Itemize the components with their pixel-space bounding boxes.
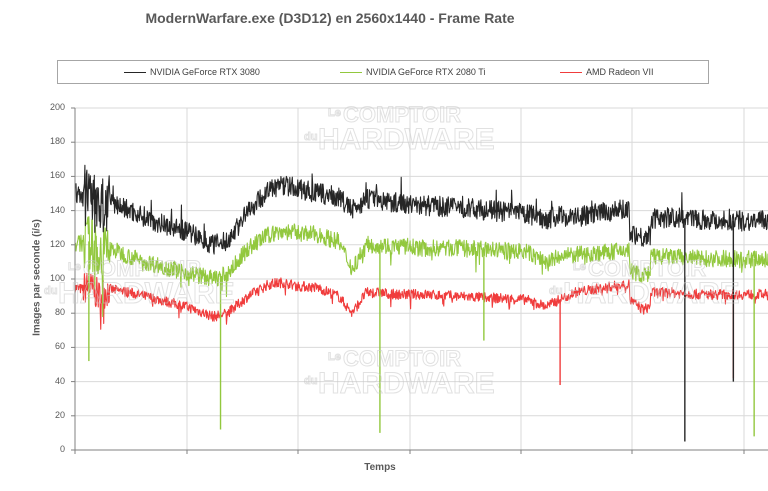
y-tick-label: 120 bbox=[49, 238, 65, 249]
series-line bbox=[74, 164, 768, 255]
x-axis-label: Temps bbox=[364, 462, 396, 473]
y-tick-label: 20 bbox=[54, 409, 65, 420]
legend-item-rtx3080: NVIDIA GeForce RTX 3080 bbox=[124, 67, 260, 77]
legend-label: NVIDIA GeForce RTX 3080 bbox=[150, 67, 260, 77]
y-tick-label: 200 bbox=[49, 102, 65, 112]
y-tick-label: 160 bbox=[49, 170, 65, 181]
series-line bbox=[74, 272, 768, 330]
legend-label: NVIDIA GeForce RTX 2080 Ti bbox=[366, 67, 486, 77]
axes bbox=[71, 107, 768, 454]
gridlines bbox=[75, 107, 768, 450]
series-lines bbox=[74, 164, 768, 442]
y-tick-label: 180 bbox=[49, 136, 65, 147]
legend-label: AMD Radeon VII bbox=[586, 67, 654, 77]
y-tick-label: 0 bbox=[59, 444, 65, 454]
legend-swatch-radeon-vii bbox=[560, 71, 582, 73]
series-line bbox=[74, 216, 768, 318]
y-tick-label: 60 bbox=[54, 341, 65, 352]
legend-item-radeon-vii: AMD Radeon VII bbox=[560, 67, 654, 77]
y-tick-label: 140 bbox=[49, 204, 65, 215]
chart-title: ModernWarfare.exe (D3D12) en 2560x1440 -… bbox=[145, 10, 515, 26]
legend: NVIDIA GeForce RTX 3080 NVIDIA GeForce R… bbox=[57, 60, 709, 84]
legend-swatch-rtx2080ti bbox=[340, 71, 362, 73]
y-tick-label: 80 bbox=[54, 307, 65, 318]
y-tick-label: 40 bbox=[54, 375, 65, 386]
y-axis-label: Images par seconde (i/s) bbox=[31, 219, 43, 336]
legend-item-rtx2080ti: NVIDIA GeForce RTX 2080 Ti bbox=[340, 67, 485, 77]
y-tick-label: 100 bbox=[49, 273, 65, 283]
legend-swatch-rtx3080 bbox=[124, 71, 146, 73]
